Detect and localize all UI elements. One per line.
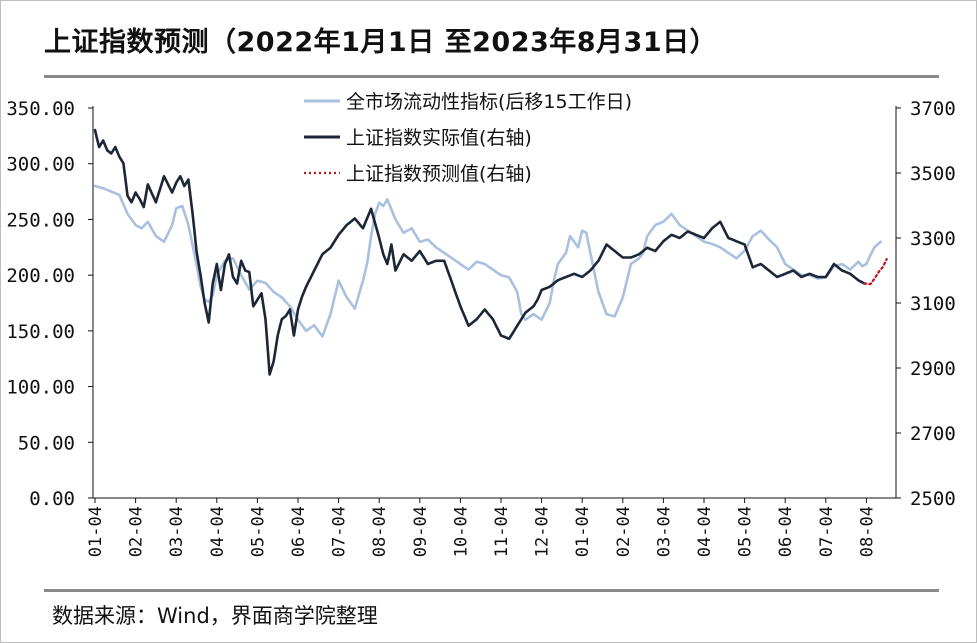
right-tick-label: 3700 xyxy=(910,98,956,120)
left-tick-label: 250.00 xyxy=(6,209,75,231)
left-tick-label: 100.00 xyxy=(6,377,75,399)
series-group xyxy=(93,128,888,376)
x-tick-label: 05-04 xyxy=(736,506,756,557)
legend-label-2: 上证指数实际值(右轴) xyxy=(346,127,532,149)
x-tick-label: 01-04 xyxy=(573,506,593,557)
x-tick-label: 06-04 xyxy=(289,506,309,557)
source-note: 数据来源：Wind，界面商学院整理 xyxy=(52,604,378,628)
left-tick-label: 150.00 xyxy=(6,321,75,343)
x-tick-label: 09-04 xyxy=(411,506,431,557)
legend: 全市场流动性指标(后移15工作日) 上证指数实际值(右轴) 上证指数预测值(右轴) xyxy=(304,91,632,185)
left-tick-label: 0.00 xyxy=(29,488,75,510)
x-tick-label: 01-04 xyxy=(86,506,106,557)
x-tick-label: 11-04 xyxy=(492,506,512,557)
x-tick-label: 08-04 xyxy=(370,506,390,557)
x-tick-label: 02-04 xyxy=(614,506,634,557)
x-tick-label: 02-04 xyxy=(127,506,147,557)
x-tick-label: 04-04 xyxy=(208,506,228,557)
right-tick-label: 2500 xyxy=(910,488,956,510)
left-tick-label: 200.00 xyxy=(6,265,75,287)
x-tick-label: 05-04 xyxy=(248,506,268,557)
right-tick-label: 3500 xyxy=(910,163,956,185)
right-axis-ticks: 2500 2700 2900 3100 3300 3500 3700 xyxy=(896,98,956,510)
x-tick-label: 07-04 xyxy=(330,506,350,557)
series-line-3 xyxy=(863,258,888,286)
title-rule xyxy=(44,75,939,78)
legend-label-3: 上证指数预测值(右轴) xyxy=(346,163,532,185)
left-tick-label: 300.00 xyxy=(6,154,75,176)
right-tick-label: 3300 xyxy=(910,228,956,250)
left-axis-ticks: 0.00 50.00 100.00 150.00 200.00 250.00 300.00 3… xyxy=(6,98,93,510)
chart-title: 上证指数预测（2022年1月1日 至2023年8月31日） xyxy=(44,27,718,58)
x-tick-label: 08-04 xyxy=(857,506,877,557)
x-tick-label: 07-04 xyxy=(817,506,837,557)
x-tick-label: 03-04 xyxy=(167,506,187,557)
x-tick-label: 04-04 xyxy=(695,506,715,557)
right-tick-label: 3100 xyxy=(910,293,956,315)
left-tick-label: 350.00 xyxy=(6,98,75,120)
series-line-2 xyxy=(93,128,866,376)
left-tick-label: 50.00 xyxy=(18,432,75,454)
right-tick-label: 2700 xyxy=(910,423,956,445)
right-tick-label: 2900 xyxy=(910,358,956,380)
x-axis-ticks: 01-04 02-04 03-04 04-04 05-04 06-04 07-04 08-04… xyxy=(86,498,877,557)
x-tick-label: 10-04 xyxy=(451,506,471,557)
x-tick-label: 06-04 xyxy=(776,506,796,557)
legend-label-1: 全市场流动性指标(后移15工作日) xyxy=(346,91,632,113)
x-tick-label: 12-04 xyxy=(533,506,553,557)
footer-rule xyxy=(44,589,939,592)
x-tick-label: 03-04 xyxy=(654,506,674,557)
